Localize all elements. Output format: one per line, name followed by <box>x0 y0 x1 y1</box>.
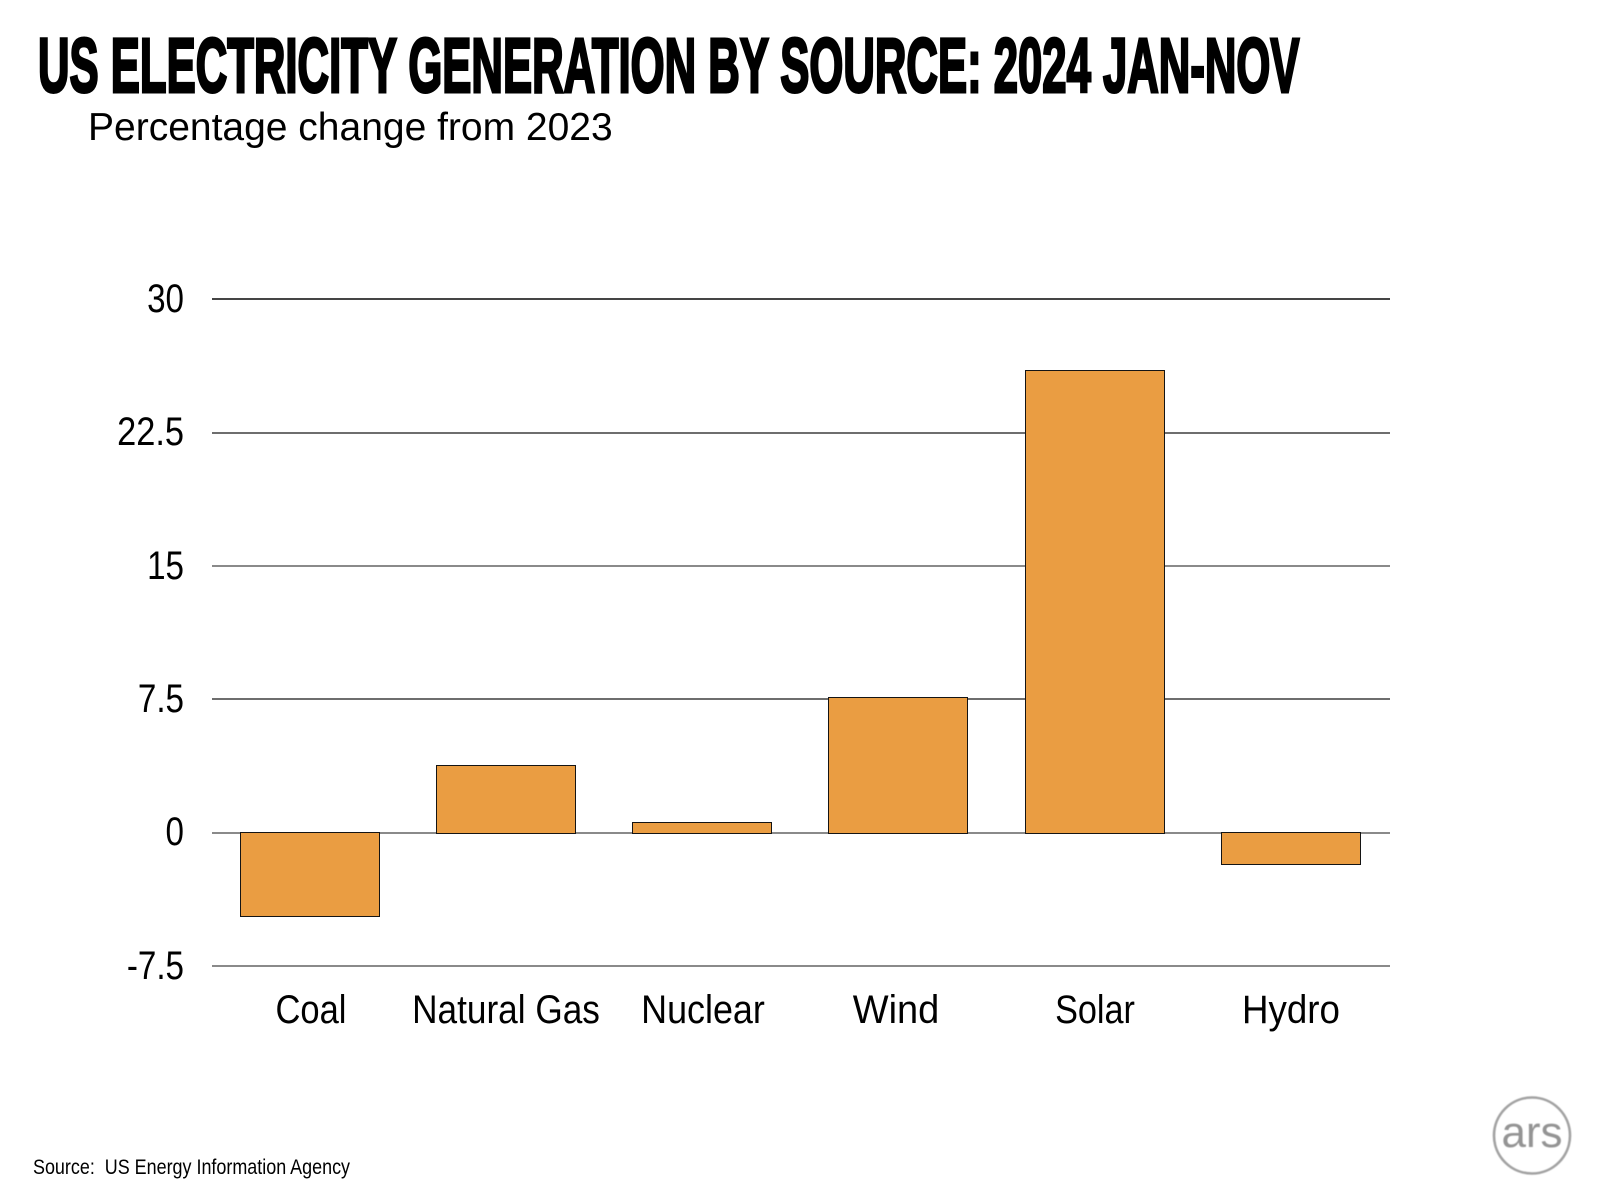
svg-text:ars: ars <box>1501 1108 1562 1157</box>
